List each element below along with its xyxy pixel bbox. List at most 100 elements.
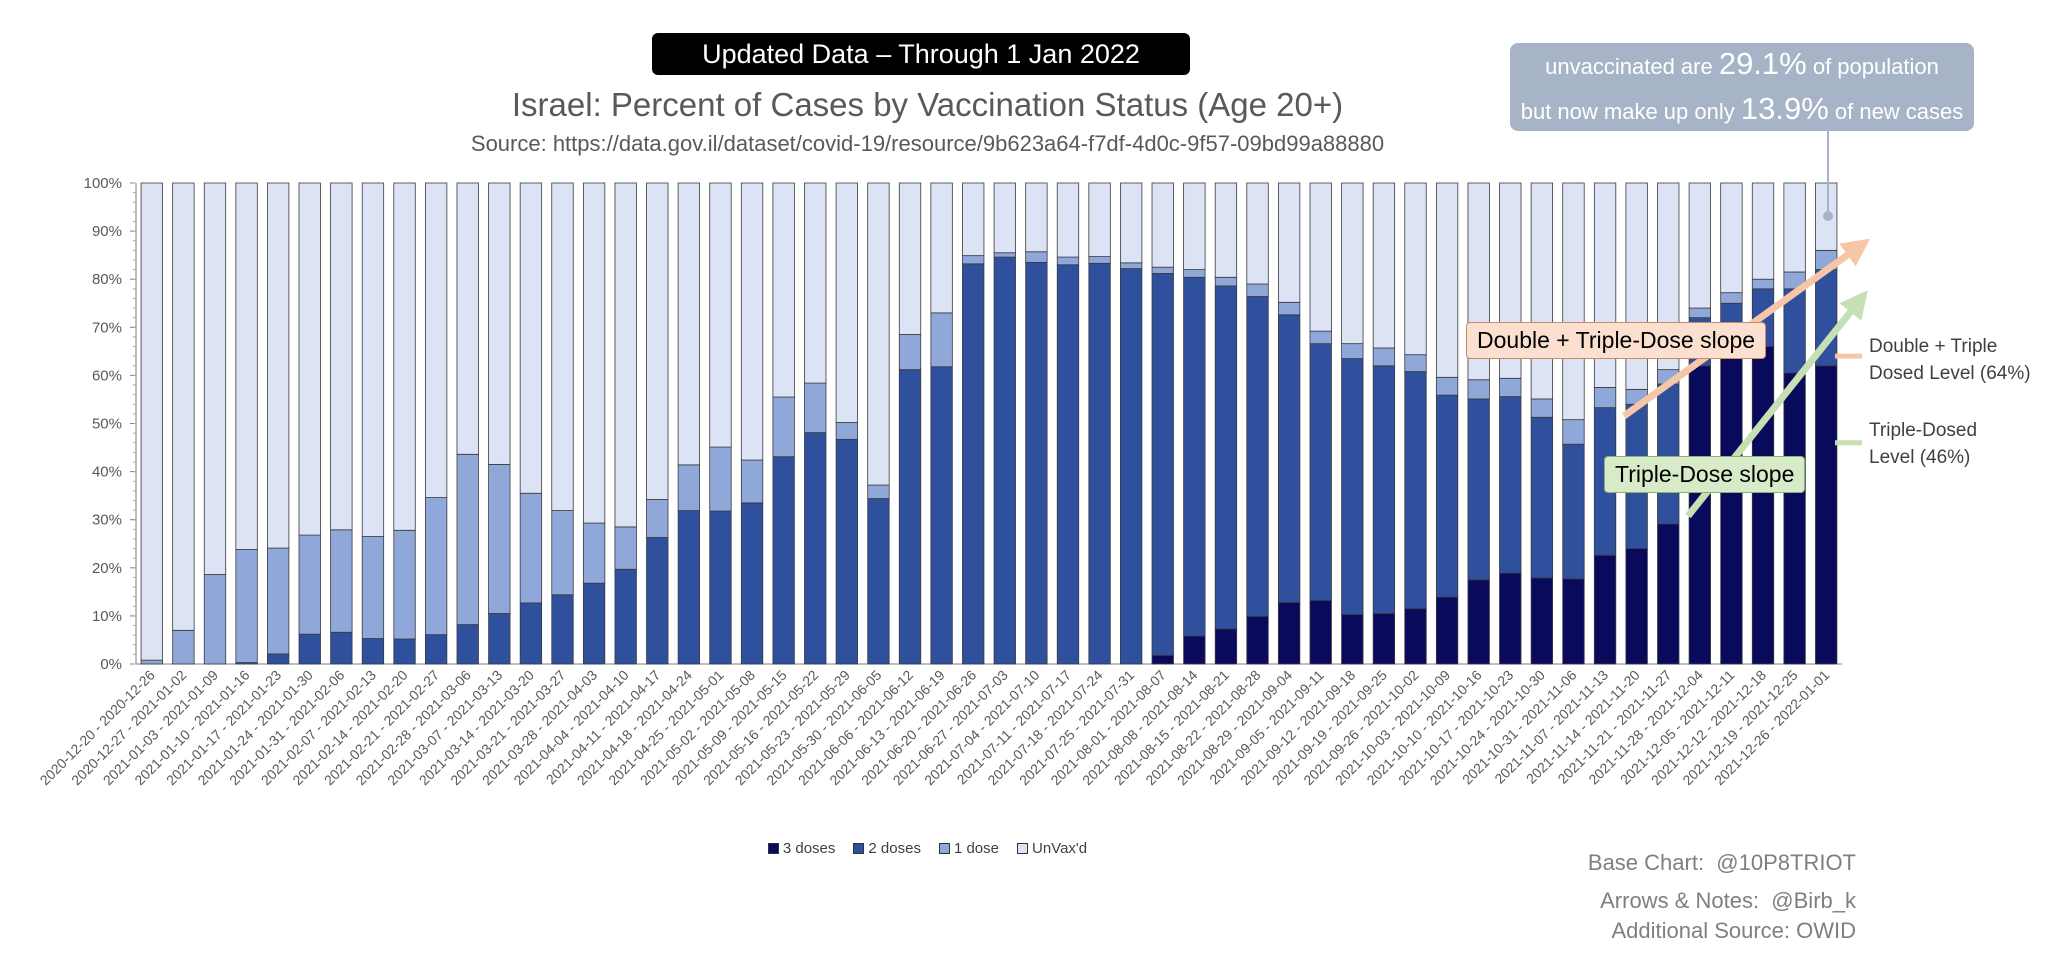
bar-segment-1-dose bbox=[646, 499, 669, 538]
bar-segment-2-doses bbox=[1246, 296, 1269, 617]
y-tick-label: 70% bbox=[92, 319, 122, 336]
bar-segment-2-doses bbox=[1435, 394, 1459, 598]
legend-item-unvaxd: UnVax'd bbox=[1017, 840, 1087, 857]
bar-segment-3-doses bbox=[1625, 548, 1648, 665]
bar-segment-2-doses bbox=[551, 594, 574, 665]
level-label-line: Triple-Dosed bbox=[1869, 420, 1978, 441]
bar-segment-2-doses bbox=[1277, 314, 1301, 603]
bar-segment-3-doses bbox=[1720, 355, 1743, 665]
bar-segment-2-doses bbox=[930, 366, 953, 665]
bar-segment-1-dose bbox=[1025, 251, 1048, 263]
bar-segment-1-dose bbox=[898, 334, 922, 371]
bar-segment-1-dose bbox=[361, 536, 385, 639]
bar-segment-3-doses bbox=[1562, 578, 1585, 665]
bar-segment-1-dose bbox=[203, 574, 227, 665]
bar-segment-3-doses bbox=[1309, 600, 1332, 665]
bar-segment-2-doses bbox=[1214, 285, 1238, 630]
legend-label: 3 doses bbox=[782, 840, 836, 857]
bar-segment-unvax-d bbox=[235, 182, 258, 550]
bar-segment-unvax-d bbox=[772, 182, 795, 398]
bar-segment-1-dose bbox=[1183, 269, 1206, 278]
bar-segment-2-doses bbox=[1025, 261, 1048, 665]
bar-segment-unvax-d bbox=[804, 182, 827, 384]
bar-segment-1-dose bbox=[709, 446, 732, 512]
bar-segment-2-doses bbox=[646, 537, 669, 665]
bar-segment-1-dose bbox=[1435, 376, 1459, 396]
bar-segment-3-doses bbox=[1467, 579, 1490, 665]
callout-text: but now make up only bbox=[1520, 99, 1741, 124]
bar-segment-1-dose bbox=[1467, 379, 1490, 400]
credit-base-chart: Base Chart: @10P8TRIOT bbox=[1588, 850, 1856, 876]
bar-segment-unvax-d bbox=[361, 182, 385, 537]
bar-segment-unvax-d bbox=[456, 182, 479, 455]
y-tick-label: 90% bbox=[92, 223, 122, 240]
bar-segment-3-doses bbox=[1404, 608, 1427, 665]
bar-segment-1-dose bbox=[330, 529, 353, 633]
bar-segment-unvax-d bbox=[424, 182, 448, 498]
bar-segment-1-dose bbox=[614, 526, 637, 570]
legend-item-3-doses: 3 doses bbox=[767, 840, 836, 857]
bar-segment-1-dose bbox=[235, 549, 258, 663]
bar-segment-1-dose bbox=[740, 459, 764, 504]
chart-title: Israel: Percent of Cases by Vaccination … bbox=[511, 86, 1344, 123]
bar-segment-2-doses bbox=[1120, 268, 1143, 665]
bar-segment-unvax-d bbox=[203, 182, 227, 575]
bar-segment-3-doses bbox=[1499, 572, 1522, 665]
bar-segment-unvax-d bbox=[330, 182, 353, 531]
bar-segment-2-doses bbox=[582, 582, 606, 665]
bar-segment-unvax-d bbox=[1277, 182, 1301, 303]
bar-segment-2-doses bbox=[1530, 416, 1554, 579]
bar-segment-1-dose bbox=[519, 492, 543, 604]
bar-segment-2-doses bbox=[1151, 273, 1174, 656]
bar-segment-1-dose bbox=[456, 453, 479, 625]
bar-segment-2-doses bbox=[361, 638, 385, 665]
bar-segment-3-doses bbox=[1277, 602, 1301, 665]
bar-segment-1-dose bbox=[930, 312, 953, 368]
bar-segment-3-doses bbox=[1372, 613, 1396, 665]
credit-value: @Birb_k bbox=[1771, 888, 1856, 913]
legend-swatch bbox=[853, 843, 865, 854]
bar-segment-2-doses bbox=[488, 613, 511, 665]
chart-source: Source: https://data.gov.il/dataset/covi… bbox=[470, 131, 1385, 156]
bar-segment-3-doses bbox=[1341, 614, 1364, 665]
bar-segment-2-doses bbox=[1309, 343, 1332, 601]
bar-segment-2-doses bbox=[393, 638, 416, 665]
bar-segment-unvax-d bbox=[551, 182, 574, 511]
legend-swatch bbox=[938, 843, 950, 854]
bar-segment-unvax-d bbox=[709, 182, 732, 448]
bar-segment-2-doses bbox=[835, 438, 858, 665]
bar-segment-3-doses bbox=[1183, 635, 1206, 665]
bar-segment-3-doses bbox=[1657, 523, 1680, 665]
bar-segment-3-doses bbox=[1246, 615, 1269, 665]
bar-segment-2-doses bbox=[1404, 371, 1427, 610]
bar-segment-1-dose bbox=[551, 510, 574, 596]
bar-segment-unvax-d bbox=[1783, 182, 1806, 273]
bar-segment-1-dose bbox=[582, 522, 606, 584]
callout-text: unvaccinated are bbox=[1545, 54, 1719, 79]
bar-segment-2-doses bbox=[267, 653, 290, 665]
bar-segment-3-doses bbox=[1593, 554, 1617, 665]
y-tick-label: 80% bbox=[92, 271, 122, 288]
credit-value: @10P8TRIOT bbox=[1716, 850, 1856, 875]
bar-segment-unvax-d bbox=[835, 182, 858, 423]
bar-segment-2-doses bbox=[898, 369, 922, 665]
bar-segment-2-doses bbox=[962, 263, 985, 665]
bar-segment-1-dose bbox=[1404, 354, 1427, 372]
bar-segment-1-dose bbox=[867, 484, 890, 499]
bar-segment-unvax-d bbox=[1309, 182, 1332, 332]
bar-segment-1-dose bbox=[1372, 347, 1396, 367]
bar-segment-1-dose bbox=[962, 255, 985, 265]
legend-label: 1 dose bbox=[953, 840, 999, 857]
y-tick-label: 0% bbox=[100, 656, 122, 673]
bar-segment-unvax-d bbox=[962, 182, 985, 257]
legend-item-2-doses: 2 doses bbox=[853, 840, 921, 857]
bar-segment-2-doses bbox=[993, 256, 1016, 665]
bar-segment-1-dose bbox=[298, 534, 321, 635]
legend-item-1-dose: 1 dose bbox=[938, 840, 999, 857]
callout-population-percent: 29.1% bbox=[1718, 46, 1807, 81]
unvaccinated-callout: unvaccinated are 29.1% of population but… bbox=[1510, 43, 1974, 131]
bar-segment-1-dose bbox=[1688, 307, 1711, 319]
bar-segment-unvax-d bbox=[740, 182, 764, 461]
bar-segment-1-dose bbox=[804, 382, 827, 434]
